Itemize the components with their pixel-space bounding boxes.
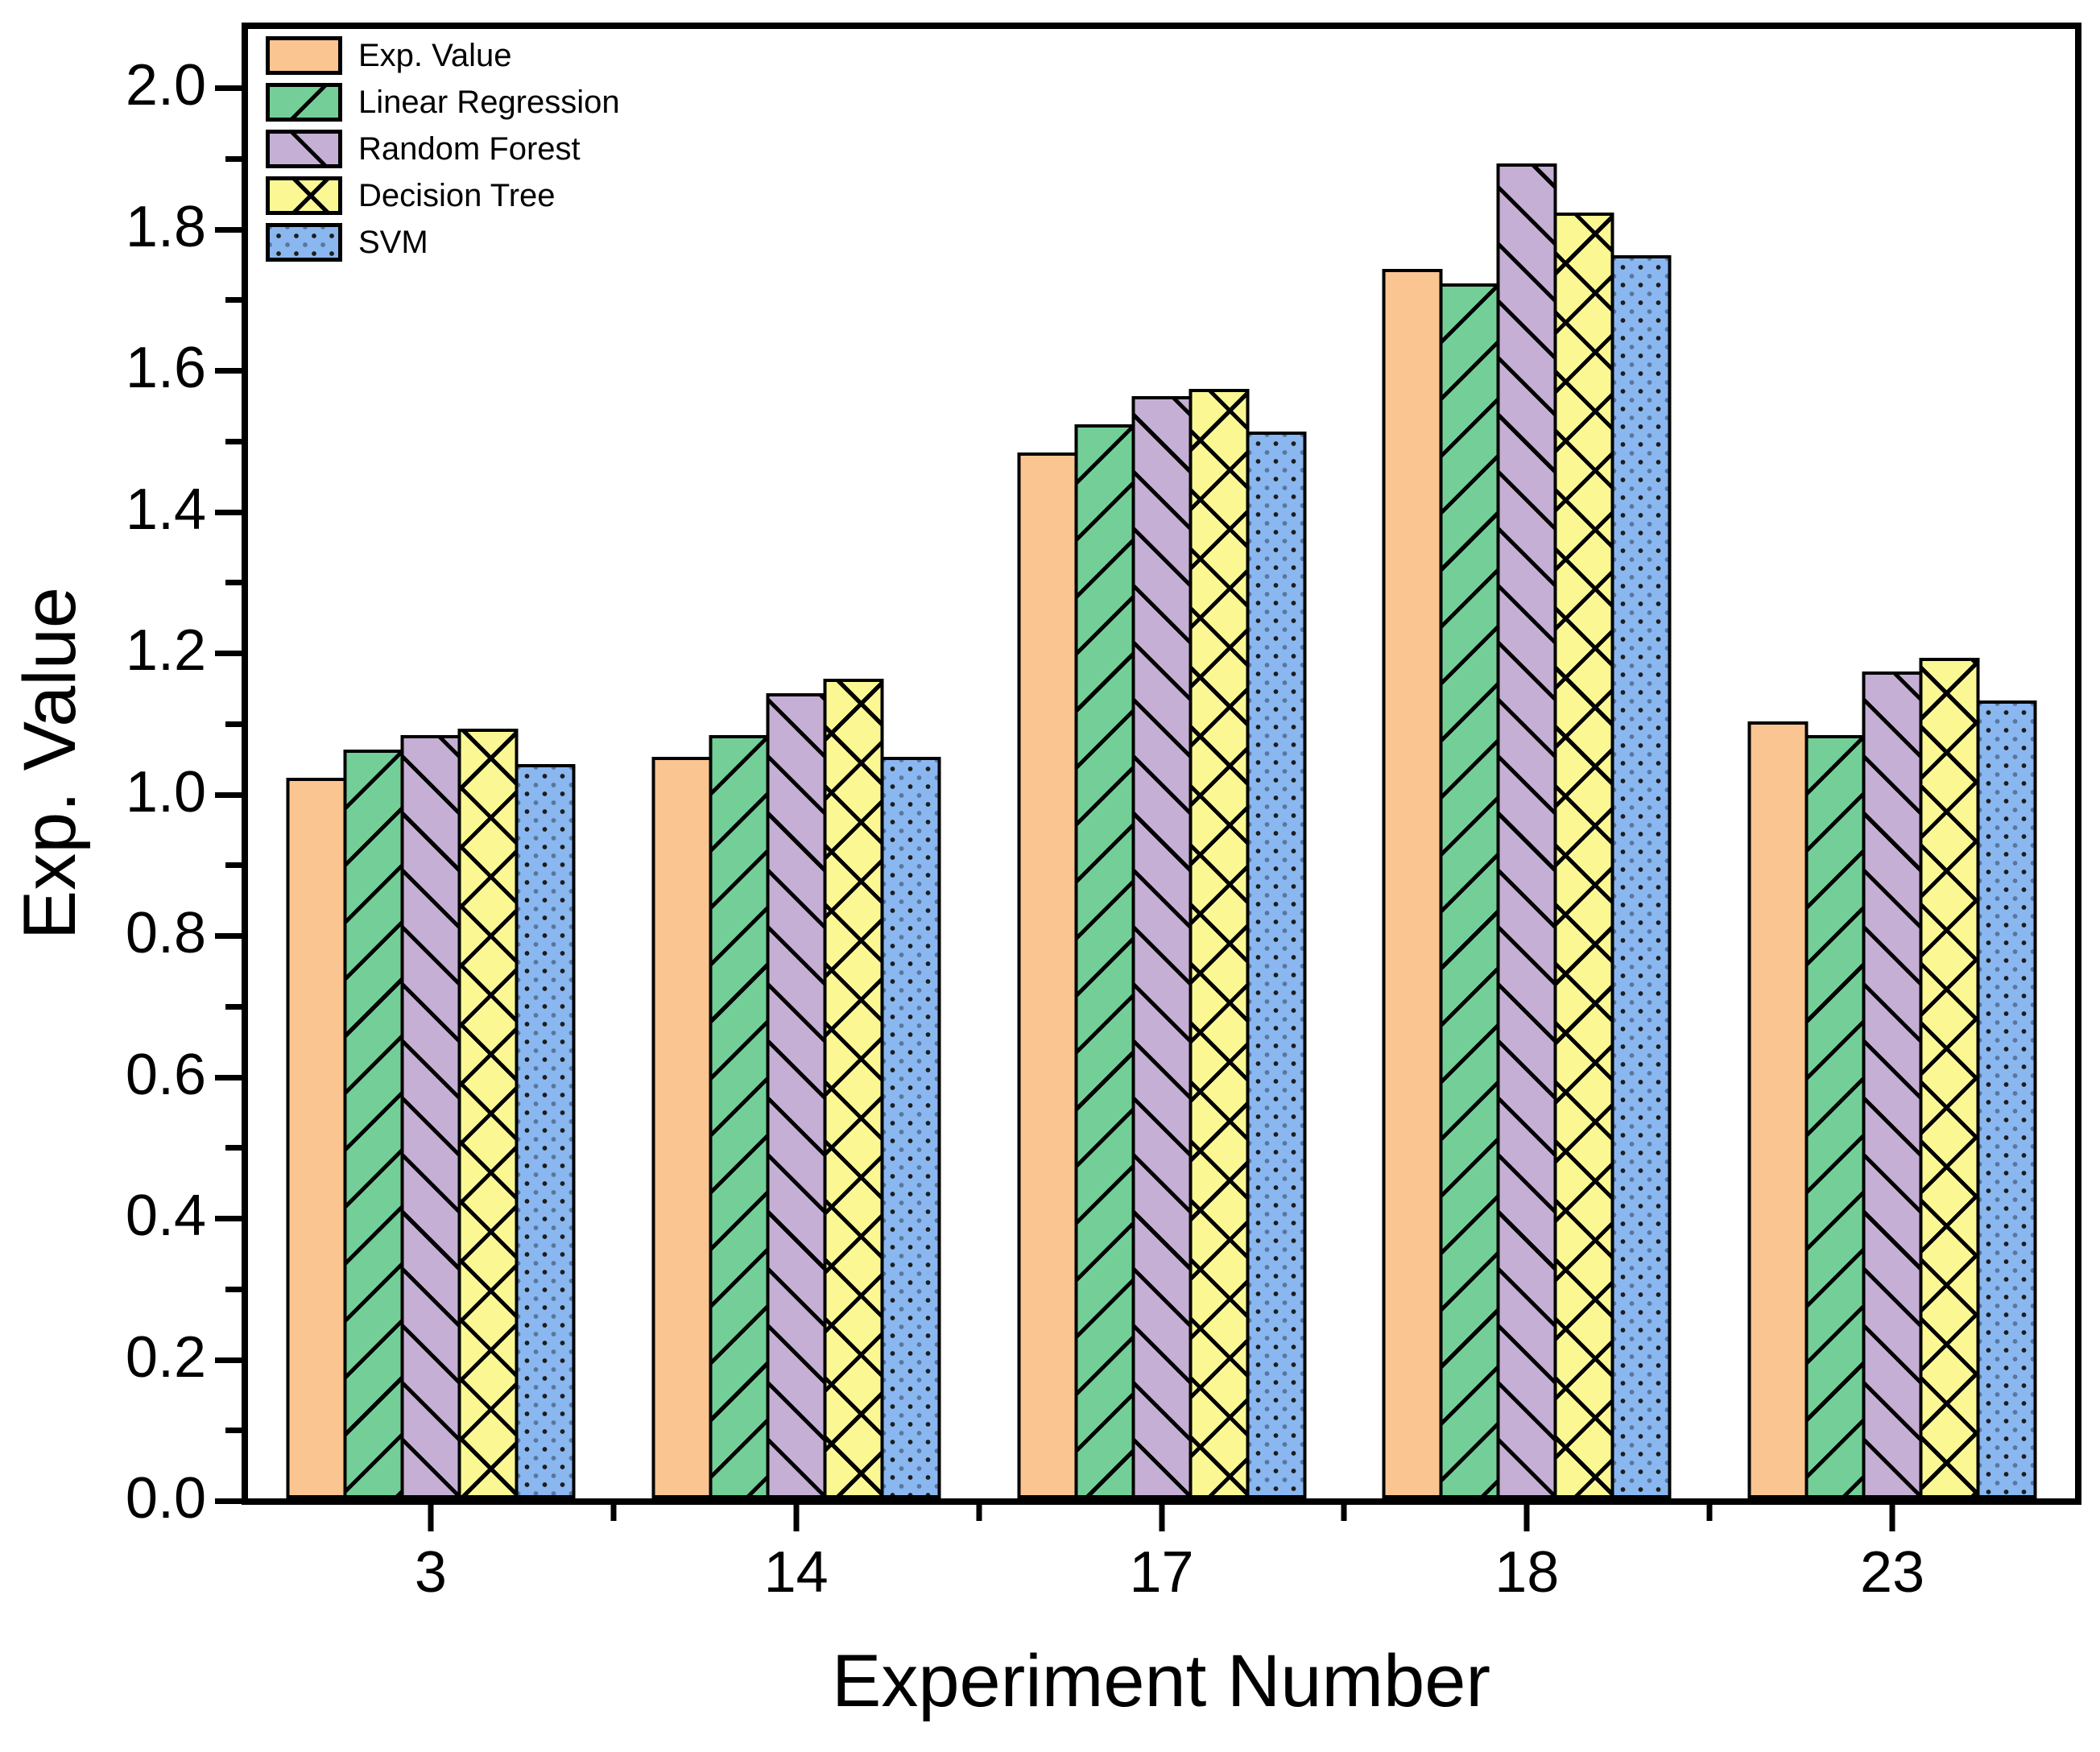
legend-item-exp-value: Exp. Value [266, 36, 620, 75]
y-tick-label: 0.0 [125, 1466, 206, 1531]
legend-item-svm: SVM [266, 223, 620, 262]
y-axis-title: Exp. Value [9, 586, 91, 940]
y-tick-label: 1.8 [125, 194, 206, 259]
bar-linear-regression-23 [1804, 735, 1866, 1498]
legend-label: SVM [358, 225, 428, 260]
y-tick-label: 1.2 [125, 618, 206, 684]
legend-label: Linear Regression [358, 85, 620, 120]
y-tick-label: 1.6 [125, 336, 206, 401]
bar-svm-18 [1610, 254, 1672, 1498]
x-tick-label: 3 [414, 1540, 447, 1605]
y-major-tick [215, 651, 242, 657]
y-minor-tick [225, 155, 242, 162]
y-minor-tick [225, 721, 242, 727]
bar-random-forest-17 [1131, 396, 1192, 1498]
legend-label: Random Forest [358, 131, 581, 167]
bar-linear-regression-18 [1439, 283, 1500, 1498]
bar-exp-value-17 [1017, 452, 1077, 1498]
y-tick-label: 0.2 [125, 1324, 206, 1390]
y-tick-label: 0.6 [125, 1042, 206, 1107]
bar-svm-3 [515, 763, 576, 1498]
bar-exp-value-3 [286, 778, 347, 1498]
bar-exp-value-14 [651, 756, 713, 1498]
x-major-tick [1159, 1505, 1164, 1531]
legend-swatch-exp-value [266, 36, 342, 75]
y-major-tick [215, 933, 242, 940]
x-tick-label: 14 [763, 1540, 829, 1605]
bar-random-forest-23 [1862, 671, 1923, 1498]
legend-label: Decision Tree [358, 178, 556, 213]
x-minor-tick [976, 1505, 982, 1521]
y-minor-tick [225, 1428, 242, 1434]
bar-group-18 [1382, 29, 1672, 1498]
y-minor-tick [225, 438, 242, 444]
plot-area: 0.0 0.2 0.4 0.6 0.8 1.0 1.2 1.4 1.6 1.8 2.0 3 14 17 1… [126, 23, 2081, 1601]
y-minor-tick [225, 862, 242, 869]
bar-group-17 [1017, 29, 1306, 1498]
bar-svm-17 [1246, 432, 1306, 1498]
y-major-tick [215, 509, 242, 515]
x-major-tick [428, 1505, 434, 1531]
y-tick-label: 1.0 [125, 759, 206, 824]
legend: Exp. Value Linear Regression Random Forest… [266, 36, 620, 270]
y-major-tick [215, 85, 242, 92]
y-tick-label: 0.8 [125, 901, 206, 966]
legend-swatch-random-forest [266, 130, 342, 168]
legend-swatch-svm [266, 223, 342, 262]
bar-group-14 [651, 29, 941, 1498]
bar-svm-14 [880, 756, 941, 1498]
y-major-tick [215, 1498, 242, 1504]
bar-random-forest-14 [766, 692, 827, 1498]
y-minor-tick [225, 1286, 242, 1292]
y-tick-label: 1.4 [125, 477, 206, 542]
y-major-tick [215, 226, 242, 233]
x-major-tick [1889, 1505, 1895, 1531]
y-minor-tick [225, 580, 242, 586]
y-minor-tick [225, 297, 242, 304]
bar-exp-value-18 [1382, 269, 1443, 1498]
plot-canvas: 0.0 0.2 0.4 0.6 0.8 1.0 1.2 1.4 1.6 1.8 2.0 3 14 17 1… [126, 29, 2075, 1601]
legend-swatch-decision-tree [266, 176, 342, 215]
legend-label: Exp. Value [358, 38, 512, 73]
bar-decision-tree-14 [823, 679, 884, 1498]
y-minor-tick [225, 1003, 242, 1010]
y-major-tick [215, 1357, 242, 1363]
y-tick-label: 0.4 [125, 1184, 206, 1249]
x-major-tick [1523, 1505, 1530, 1531]
x-minor-tick [610, 1505, 617, 1521]
bar-svm-23 [1976, 700, 2037, 1498]
bar-random-forest-18 [1496, 163, 1557, 1498]
legend-item-linear-regression: Linear Regression [266, 83, 620, 122]
x-major-tick [793, 1505, 800, 1531]
bar-group-3 [286, 29, 576, 1498]
legend-item-decision-tree: Decision Tree [266, 176, 620, 215]
bar-linear-regression-17 [1074, 424, 1135, 1498]
bar-linear-regression-14 [709, 735, 770, 1498]
x-tick-label: 23 [1860, 1540, 1925, 1605]
y-minor-tick [225, 1145, 242, 1151]
bar-decision-tree-17 [1188, 389, 1249, 1498]
y-major-tick [215, 1074, 242, 1081]
bar-decision-tree-23 [1919, 657, 1980, 1498]
bar-group-23 [1747, 29, 2037, 1498]
bar-exp-value-23 [1747, 721, 1809, 1498]
y-major-tick [215, 368, 242, 374]
y-major-tick [215, 1216, 242, 1222]
bar-linear-regression-3 [343, 749, 404, 1498]
x-axis-title: Experiment Number [831, 1640, 1491, 1722]
x-tick-label: 18 [1494, 1540, 1560, 1605]
legend-item-random-forest: Random Forest [266, 130, 620, 168]
bar-random-forest-3 [400, 735, 461, 1498]
x-minor-tick [1706, 1505, 1713, 1521]
y-tick-label: 2.0 [125, 53, 206, 118]
legend-swatch-linear-regression [266, 83, 342, 122]
bar-decision-tree-3 [457, 728, 519, 1498]
x-minor-tick [1341, 1505, 1347, 1521]
bar-decision-tree-18 [1553, 213, 1614, 1498]
y-major-tick [215, 791, 242, 798]
x-tick-label: 17 [1129, 1540, 1194, 1605]
